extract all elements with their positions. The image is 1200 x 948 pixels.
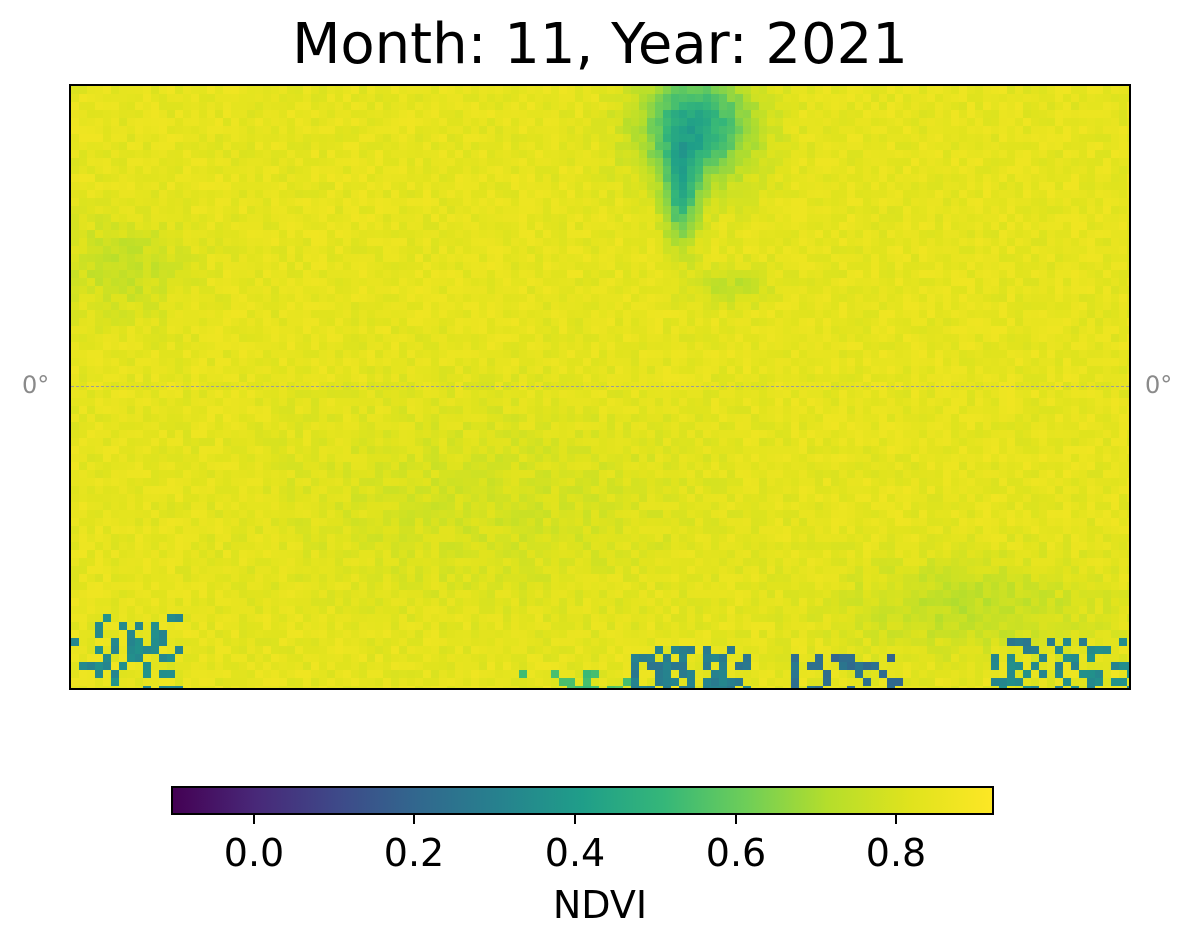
ndvi-raster bbox=[71, 86, 1129, 688]
latitude-label-left: 0° bbox=[22, 371, 50, 399]
colorbar-tick-label: 0.4 bbox=[544, 831, 606, 875]
colorbar-tick-label: 0.2 bbox=[383, 831, 445, 875]
colorbar-tick bbox=[413, 815, 415, 824]
latitude-label-right: 0° bbox=[1145, 371, 1173, 399]
colorbar-tick-label: 0.8 bbox=[865, 831, 927, 875]
colorbar-tick bbox=[735, 815, 737, 824]
colorbar-tick-label: 0.6 bbox=[705, 831, 767, 875]
ndvi-colorbar bbox=[171, 786, 994, 815]
equator-gridline bbox=[71, 386, 1129, 387]
colorbar-label: NDVI bbox=[552, 883, 648, 927]
colorbar-tick bbox=[253, 815, 255, 824]
colorbar-tick bbox=[574, 815, 576, 824]
colorbar-tick bbox=[895, 815, 897, 824]
ndvi-map[interactable] bbox=[69, 84, 1131, 690]
page-title: Month: 11, Year: 2021 bbox=[292, 12, 908, 77]
colorbar-tick-label: 0.0 bbox=[223, 831, 285, 875]
